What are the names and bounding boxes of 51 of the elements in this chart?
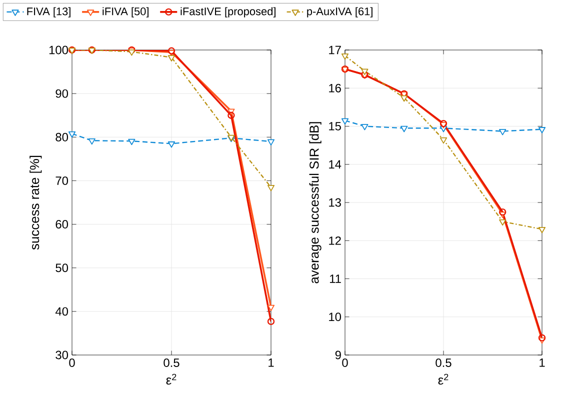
y-tick-label: 14 (329, 160, 342, 168)
y-tick-label: 11 (330, 274, 341, 283)
point (361, 124, 368, 130)
point (440, 137, 448, 144)
x-axis-title: ε$^{2}$ (166, 374, 176, 385)
x-axis-title: ε$^{2}$ (438, 374, 448, 385)
y-tick-label: 90 (56, 89, 68, 98)
y-tick-label: 9 (335, 350, 341, 360)
x-tick-label: 0 (69, 358, 75, 367)
x-tick-label: 0.5 (164, 358, 180, 367)
x-tick-label: 0.5 (436, 358, 452, 367)
legend-label: p-AuxIVA [61] (307, 7, 372, 18)
point (400, 95, 408, 102)
point (228, 112, 235, 119)
y-tick-label: 17 (329, 46, 341, 54)
y-tick-label: 70 (56, 176, 68, 185)
y-tick-label: 16 (329, 84, 341, 92)
point (538, 226, 546, 234)
y-tick-label: 100 (49, 46, 68, 54)
point (400, 126, 408, 132)
point (88, 138, 96, 145)
y-tick-label: 50 (56, 264, 68, 272)
point (361, 68, 368, 76)
legend-label: iFIVA [50] (102, 7, 148, 18)
y-tick-label: 12 (329, 236, 341, 245)
point (267, 139, 275, 146)
x-tick-label: 1 (540, 358, 545, 367)
y-axis-title: average successful SIR [dB] (309, 122, 322, 284)
y-tick-label: 15 (329, 122, 341, 130)
y-tick-label: 80 (56, 132, 68, 142)
point (267, 185, 275, 192)
x-tick-label: 0 (342, 358, 348, 367)
point (499, 128, 506, 136)
legend-label: iFastIVE [proposed] (180, 7, 276, 18)
point (538, 127, 546, 134)
legend-label: FIVA [13] (27, 7, 70, 18)
x-tick-label: 1 (268, 358, 274, 367)
y-axis-title: success rate [%] (30, 156, 42, 250)
point (440, 120, 448, 128)
point (168, 47, 176, 54)
point (168, 141, 176, 148)
y-tick-label: 30 (56, 350, 68, 360)
y-tick-label: 60 (56, 220, 68, 229)
point (499, 219, 506, 226)
point (128, 138, 136, 146)
y-tick-label: 40 (55, 307, 68, 316)
y-tick-label: 13 (329, 198, 341, 207)
point (168, 55, 176, 62)
point (499, 208, 506, 216)
y-tick-label: 10 (329, 312, 342, 322)
point (267, 304, 275, 312)
